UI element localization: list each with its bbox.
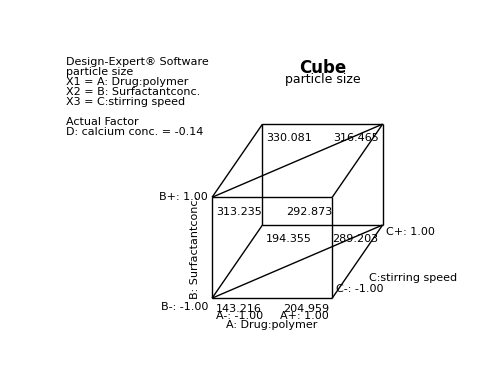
Text: X3 = C:stirring speed: X3 = C:stirring speed	[66, 97, 186, 107]
Text: 330.081: 330.081	[266, 133, 312, 143]
Text: C+: 1.00: C+: 1.00	[386, 226, 436, 236]
Text: Design-Expert® Software: Design-Expert® Software	[66, 57, 209, 67]
Text: B-: -1.00: B-: -1.00	[161, 302, 208, 312]
Text: 316.465: 316.465	[333, 133, 378, 143]
Text: 204.959: 204.959	[284, 304, 330, 314]
Text: particle size: particle size	[66, 67, 134, 77]
Text: Cube: Cube	[299, 59, 346, 78]
Text: A-: -1.00: A-: -1.00	[216, 311, 263, 321]
Text: C:stirring speed: C:stirring speed	[369, 273, 457, 283]
Text: 143.216: 143.216	[216, 304, 262, 314]
Text: 194.355: 194.355	[266, 234, 312, 244]
Text: C-: -1.00: C-: -1.00	[336, 284, 384, 294]
Text: A+: 1.00: A+: 1.00	[280, 311, 328, 321]
Text: A: Drug:polymer: A: Drug:polymer	[226, 320, 318, 330]
Text: X2 = B: Surfactantconc.: X2 = B: Surfactantconc.	[66, 87, 200, 97]
Text: D: calcium conc. = -0.14: D: calcium conc. = -0.14	[66, 127, 204, 137]
Text: Actual Factor: Actual Factor	[66, 117, 139, 127]
Text: particle size: particle size	[284, 73, 360, 86]
Text: 313.235: 313.235	[216, 207, 262, 217]
Text: 292.873: 292.873	[286, 207, 332, 217]
Text: 289.203: 289.203	[332, 234, 378, 244]
Text: B+: 1.00: B+: 1.00	[160, 192, 208, 202]
Text: B: Surfactantconc.: B: Surfactantconc.	[190, 196, 200, 299]
Text: X1 = A: Drug:polymer: X1 = A: Drug:polymer	[66, 77, 189, 87]
